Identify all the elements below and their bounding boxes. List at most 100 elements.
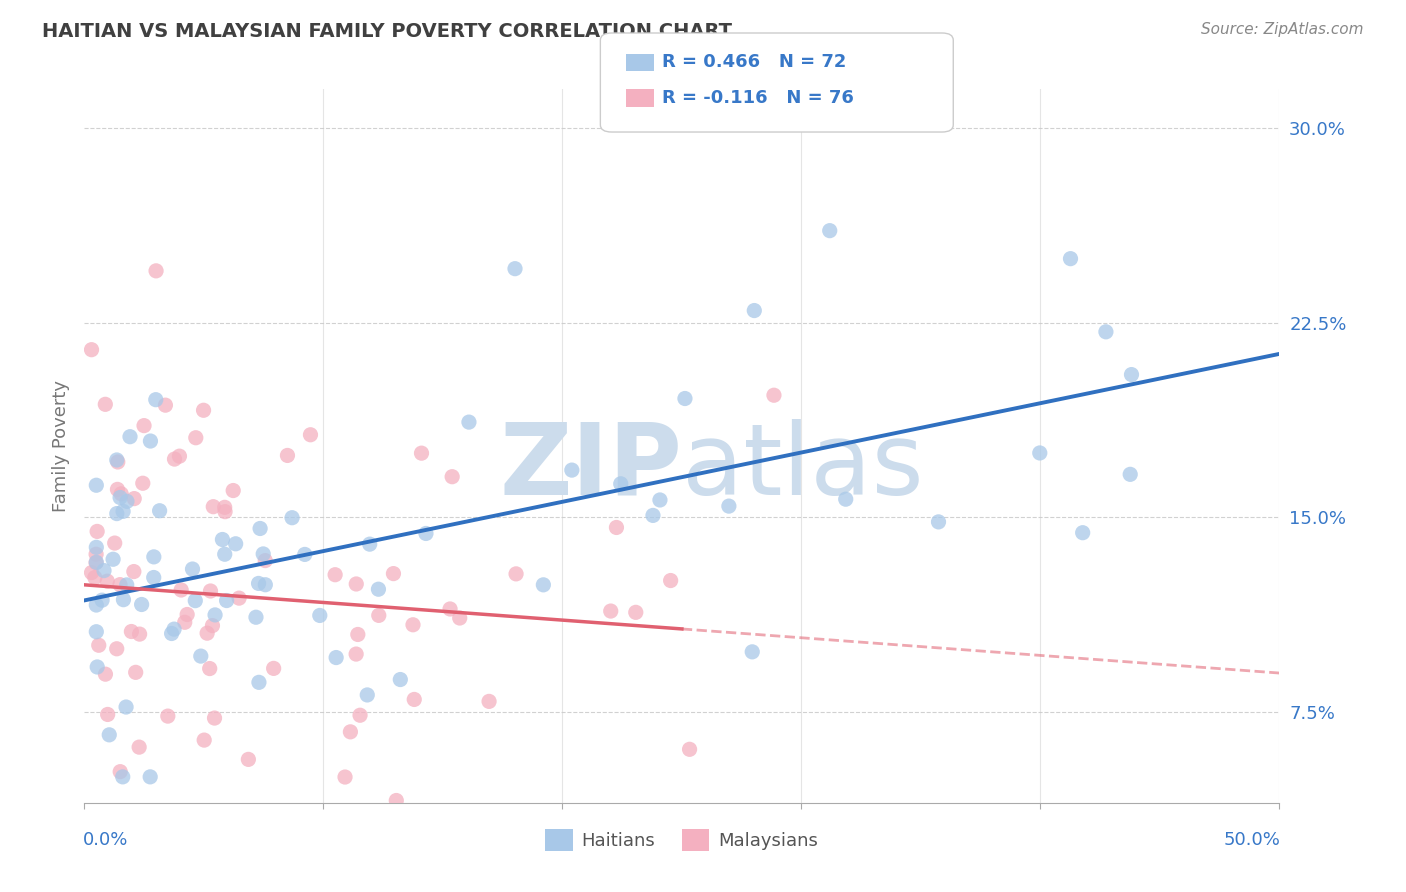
Malaysians <box>382 566 405 581</box>
Text: atlas: atlas <box>682 419 924 516</box>
Malaysians <box>94 397 117 411</box>
Haitians <box>252 547 274 561</box>
Haitians <box>139 770 162 784</box>
Malaysians <box>173 615 195 630</box>
Malaysians <box>201 618 224 632</box>
Haitians <box>204 607 226 622</box>
Text: ZIP: ZIP <box>499 419 682 516</box>
Malaysians <box>678 742 700 756</box>
Haitians <box>281 510 304 524</box>
Malaysians <box>659 574 682 588</box>
Malaysians <box>120 624 142 639</box>
Malaysians <box>84 547 107 561</box>
Malaysians <box>202 500 225 514</box>
Malaysians <box>125 665 148 680</box>
Haitians <box>111 770 134 784</box>
Haitians <box>190 649 212 664</box>
Haitians <box>356 688 378 702</box>
Malaysians <box>105 641 128 656</box>
Malaysians <box>441 469 464 483</box>
Haitians <box>105 507 128 521</box>
Malaysians <box>169 449 191 463</box>
Haitians <box>503 261 526 276</box>
Malaysians <box>104 536 127 550</box>
Haitians <box>108 491 131 505</box>
Haitians <box>86 598 108 612</box>
Haitians <box>93 564 115 578</box>
Malaysians <box>228 591 250 606</box>
Haitians <box>531 578 554 592</box>
Malaysians <box>411 446 433 460</box>
Haitians <box>1095 325 1118 339</box>
Haitians <box>131 598 153 612</box>
Haitians <box>86 541 108 555</box>
Haitians <box>325 650 347 665</box>
Haitians <box>609 476 631 491</box>
Haitians <box>641 508 664 523</box>
Malaysians <box>170 582 193 597</box>
Malaysians <box>96 574 118 589</box>
Text: 50.0%: 50.0% <box>1223 831 1281 849</box>
Haitians <box>308 608 330 623</box>
Malaysians <box>156 709 179 723</box>
Malaysians <box>624 605 647 619</box>
Haitians <box>215 593 238 607</box>
Haitians <box>86 555 108 569</box>
Haitians <box>101 552 124 566</box>
Malaysians <box>122 491 145 506</box>
Haitians <box>163 622 186 636</box>
Haitians <box>928 515 950 529</box>
Haitians <box>247 675 270 690</box>
Haitians <box>142 570 165 584</box>
Haitians <box>245 610 267 624</box>
Haitians <box>211 533 233 547</box>
Malaysians <box>87 638 110 652</box>
Malaysians <box>449 611 471 625</box>
Malaysians <box>402 617 425 632</box>
Malaysians <box>214 505 236 519</box>
Haitians <box>247 576 270 591</box>
Malaysians <box>599 604 621 618</box>
Haitians <box>160 626 183 640</box>
Text: Source: ZipAtlas.com: Source: ZipAtlas.com <box>1201 22 1364 37</box>
Haitians <box>142 549 165 564</box>
Malaysians <box>238 752 260 766</box>
Haitians <box>673 392 696 406</box>
Malaysians <box>349 708 371 723</box>
Malaysians <box>155 398 177 412</box>
Malaysians <box>200 584 222 599</box>
Haitians <box>118 430 141 444</box>
Haitians <box>359 537 381 551</box>
Haitians <box>835 492 858 507</box>
Text: R = 0.466   N = 72: R = 0.466 N = 72 <box>662 54 846 71</box>
Malaysians <box>762 388 785 402</box>
Haitians <box>105 453 128 467</box>
Haitians <box>254 578 277 592</box>
Malaysians <box>404 692 426 706</box>
Text: R = -0.116   N = 76: R = -0.116 N = 76 <box>662 89 853 107</box>
Haitians <box>184 593 207 607</box>
Malaysians <box>94 667 117 681</box>
Malaysians <box>128 740 150 755</box>
Malaysians <box>193 403 215 417</box>
Haitians <box>741 645 763 659</box>
Text: 0.0%: 0.0% <box>83 831 128 849</box>
Haitians <box>86 478 108 492</box>
Malaysians <box>107 455 129 469</box>
Haitians <box>389 673 412 687</box>
Malaysians <box>276 449 298 463</box>
Haitians <box>98 728 121 742</box>
Malaysians <box>346 627 368 641</box>
Malaysians <box>145 264 167 278</box>
Haitians <box>86 660 108 674</box>
Haitians <box>1059 252 1081 266</box>
Malaysians <box>439 602 461 616</box>
Haitians <box>181 562 204 576</box>
Malaysians <box>204 711 226 725</box>
Malaysians <box>84 556 107 570</box>
Malaysians <box>128 627 150 641</box>
Haitians <box>818 224 841 238</box>
Haitians <box>115 494 138 508</box>
Malaysians <box>263 661 285 675</box>
Malaysians <box>132 418 155 433</box>
